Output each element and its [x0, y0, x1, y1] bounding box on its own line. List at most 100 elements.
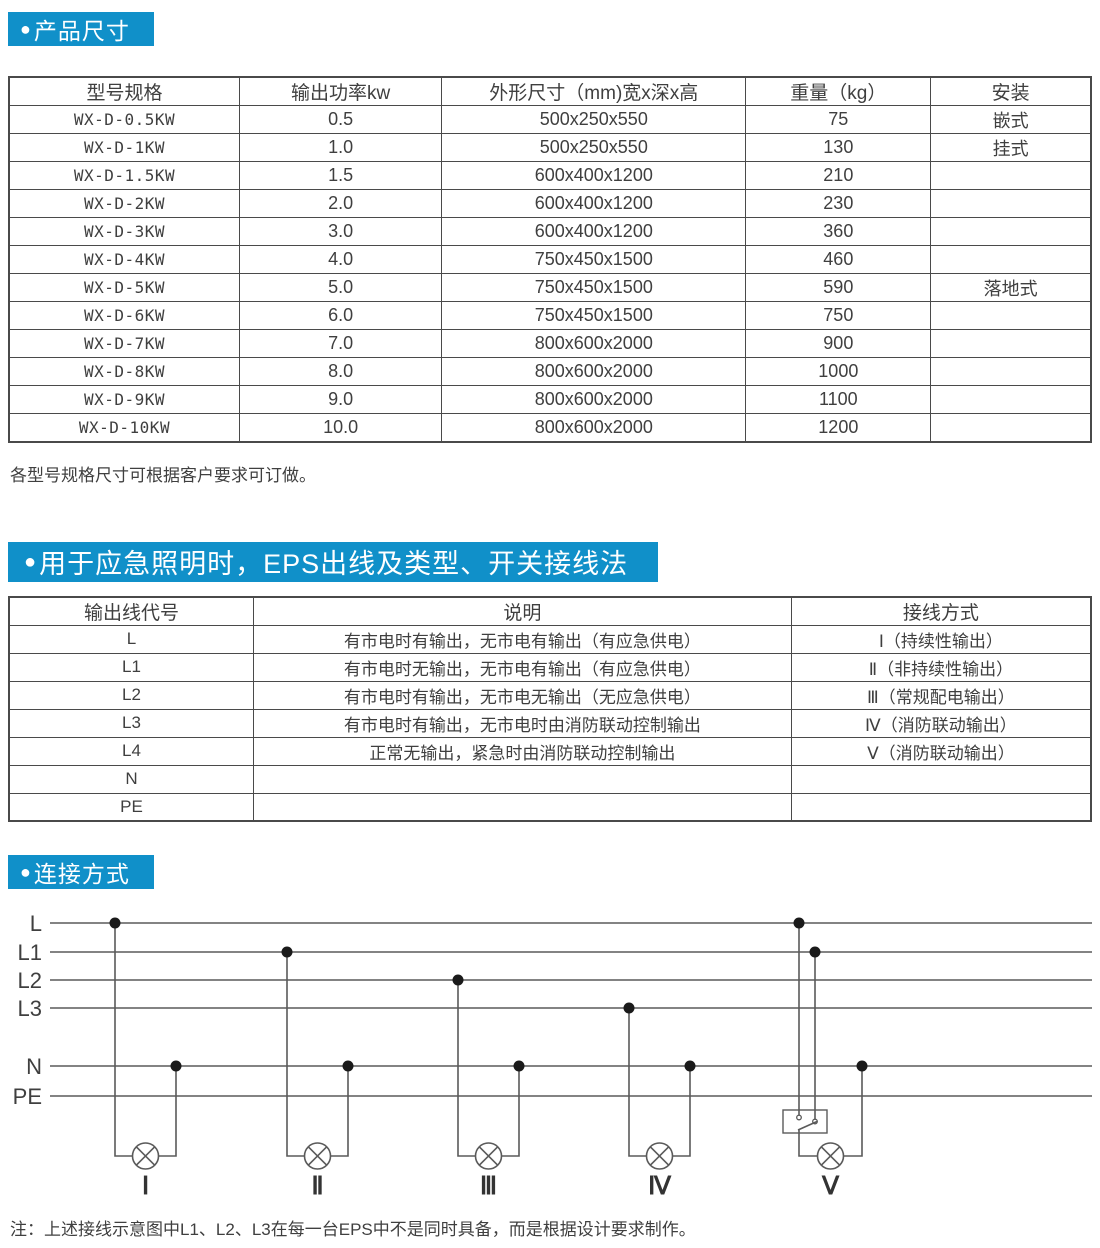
cell-power: 7.0 — [238, 329, 443, 358]
bus-label-L3: L3 — [18, 996, 42, 1021]
circuit-1-wire — [114, 923, 177, 1157]
bullet-icon: ● — [24, 550, 37, 573]
cell-install — [930, 161, 1092, 190]
cell-dimensions: 800x600x2000 — [441, 329, 747, 358]
cell-line-code: L1 — [8, 652, 255, 682]
wiring-table-wrap: 输出线代号 说明 接线方式 L 有市电时有输出，无市电有输出（有应急供电） Ⅰ（… — [8, 595, 1092, 822]
bus-label-L1: L1 — [18, 940, 42, 965]
cell-model: WX-D-4KW — [8, 245, 240, 274]
cell-wiring-type: Ⅱ（非持续性输出） — [790, 652, 1092, 682]
cell-wiring-type: Ⅳ（消防联动输出） — [790, 708, 1092, 738]
junction-dot — [452, 974, 464, 986]
column-header: 说明 — [253, 596, 792, 626]
bus-label-L: L — [30, 911, 42, 936]
circuit-label-3: Ⅲ — [480, 1172, 497, 1200]
cell-weight: 130 — [745, 133, 932, 162]
circuit-3-wire — [457, 980, 520, 1157]
table-row: L3 有市电时有输出，无市电时由消防联动控制输出 Ⅳ（消防联动输出） — [8, 708, 1092, 738]
cell-line-code: L2 — [8, 680, 255, 710]
cell-power: 5.0 — [238, 273, 443, 302]
cell-dimensions: 600x400x1200 — [441, 189, 747, 218]
custom-size-note: 各型号规格尺寸可根据客户要求可订做。 — [10, 465, 316, 485]
junction-dot — [809, 946, 821, 958]
cell-dimensions: 800x600x2000 — [441, 357, 747, 386]
table-row: L1 有市电时无输出，无市电有输出（有应急供电） Ⅱ（非持续性输出） — [8, 652, 1092, 682]
bus-label-L2: L2 — [18, 968, 42, 993]
cell-model: WX-D-5KW — [8, 273, 240, 302]
cell-install — [930, 329, 1092, 358]
cell-description — [253, 792, 792, 822]
cell-install — [930, 189, 1092, 218]
cell-weight: 230 — [745, 189, 932, 218]
cell-wiring-type — [790, 764, 1092, 794]
cell-dimensions: 800x600x2000 — [441, 385, 747, 414]
column-header: 重量（kg） — [745, 76, 932, 106]
cell-weight: 75 — [745, 105, 932, 134]
table-row: L2 有市电时有输出，无市电无输出（无应急供电） Ⅲ（常规配电输出） — [8, 680, 1092, 710]
cell-dimensions: 800x600x2000 — [441, 413, 747, 442]
lamp-cross — [649, 1146, 670, 1166]
cell-install: 嵌式 — [930, 105, 1092, 134]
cell-model: WX-D-2KW — [8, 189, 240, 218]
cell-install — [930, 301, 1092, 330]
lamp-cross — [135, 1146, 156, 1166]
cell-install — [930, 245, 1092, 274]
table-row: WX-D-5KW 5.0 750x450x1500 590 落地式 — [8, 273, 1092, 302]
cell-power: 3.0 — [238, 217, 443, 246]
junction-dot — [281, 946, 293, 958]
junction-dot — [684, 1060, 696, 1072]
section-title: 用于应急照明时，EPS出线及类型、开关接线法 — [39, 549, 629, 579]
cell-install: 落地式 — [930, 273, 1092, 302]
cell-dimensions: 600x400x1200 — [441, 161, 747, 190]
cell-weight: 750 — [745, 301, 932, 330]
cell-power: 6.0 — [238, 301, 443, 330]
cell-install — [930, 413, 1092, 442]
cell-dimensions: 500x250x550 — [441, 105, 747, 134]
wiring-table: 输出线代号 说明 接线方式 L 有市电时有输出，无市电有输出（有应急供电） Ⅰ（… — [8, 595, 1092, 822]
cell-line-code: L4 — [8, 736, 255, 766]
cell-model: WX-D-10KW — [8, 413, 240, 442]
column-header: 型号规格 — [8, 76, 240, 106]
table-row: WX-D-1.5KW 1.5 600x400x1200 210 — [8, 161, 1092, 190]
cell-model: WX-D-1.5KW — [8, 161, 240, 190]
cell-weight: 460 — [745, 245, 932, 274]
diagram-note: 注：上述接线示意图中L1、L2、L3在每一台EPS中不是同时具备，而是根据设计要… — [10, 1220, 696, 1239]
cell-line-code: N — [8, 764, 255, 794]
lamp-cross — [478, 1146, 499, 1166]
lamp-cross — [820, 1146, 841, 1166]
cell-description: 有市电时有输出，无市电时由消防联动控制输出 — [253, 708, 792, 738]
circuit-4-wire — [628, 1008, 691, 1157]
cell-description — [253, 764, 792, 794]
junction-dot — [623, 1002, 635, 1014]
table-row: WX-D-2KW 2.0 600x400x1200 230 — [8, 189, 1092, 218]
table-row: WX-D-6KW 6.0 750x450x1500 750 — [8, 301, 1092, 330]
cell-line-code: L3 — [8, 708, 255, 738]
cell-description: 正常无输出，紧急时由消防联动控制输出 — [253, 736, 792, 766]
bullet-icon: ● — [20, 862, 31, 882]
cell-power: 4.0 — [238, 245, 443, 274]
column-header: 接线方式 — [790, 596, 1092, 626]
switch-lever — [797, 1120, 818, 1131]
cell-model: WX-D-3KW — [8, 217, 240, 246]
table-row: WX-D-0.5KW 0.5 500x250x550 75 嵌式 — [8, 105, 1092, 134]
table-row: N — [8, 764, 1092, 794]
column-header: 安装 — [930, 76, 1092, 106]
junction-dot — [170, 1060, 182, 1072]
size-table: 型号规格 输出功率kw 外形尺寸（mm)宽x深x高 重量（kg） 安装 WX-D… — [8, 76, 1092, 443]
cell-weight: 1100 — [745, 385, 932, 414]
section-title: 产品尺寸 — [33, 18, 130, 44]
cell-weight: 590 — [745, 273, 932, 302]
cell-model: WX-D-9KW — [8, 385, 240, 414]
lamp-cross — [307, 1146, 328, 1166]
cell-weight: 1200 — [745, 413, 932, 442]
circuit-2-wire — [286, 952, 349, 1157]
cell-install: 挂式 — [930, 133, 1092, 162]
table-row: L 有市电时有输出，无市电有输出（有应急供电） Ⅰ（持续性输出） — [8, 624, 1092, 654]
cell-model: WX-D-0.5KW — [8, 105, 240, 134]
cell-install — [930, 217, 1092, 246]
cell-dimensions: 750x450x1500 — [441, 273, 747, 302]
cell-description: 有市电时无输出，无市电有输出（有应急供电） — [253, 652, 792, 682]
junction-dot — [342, 1060, 354, 1072]
junction-dot — [856, 1060, 868, 1072]
